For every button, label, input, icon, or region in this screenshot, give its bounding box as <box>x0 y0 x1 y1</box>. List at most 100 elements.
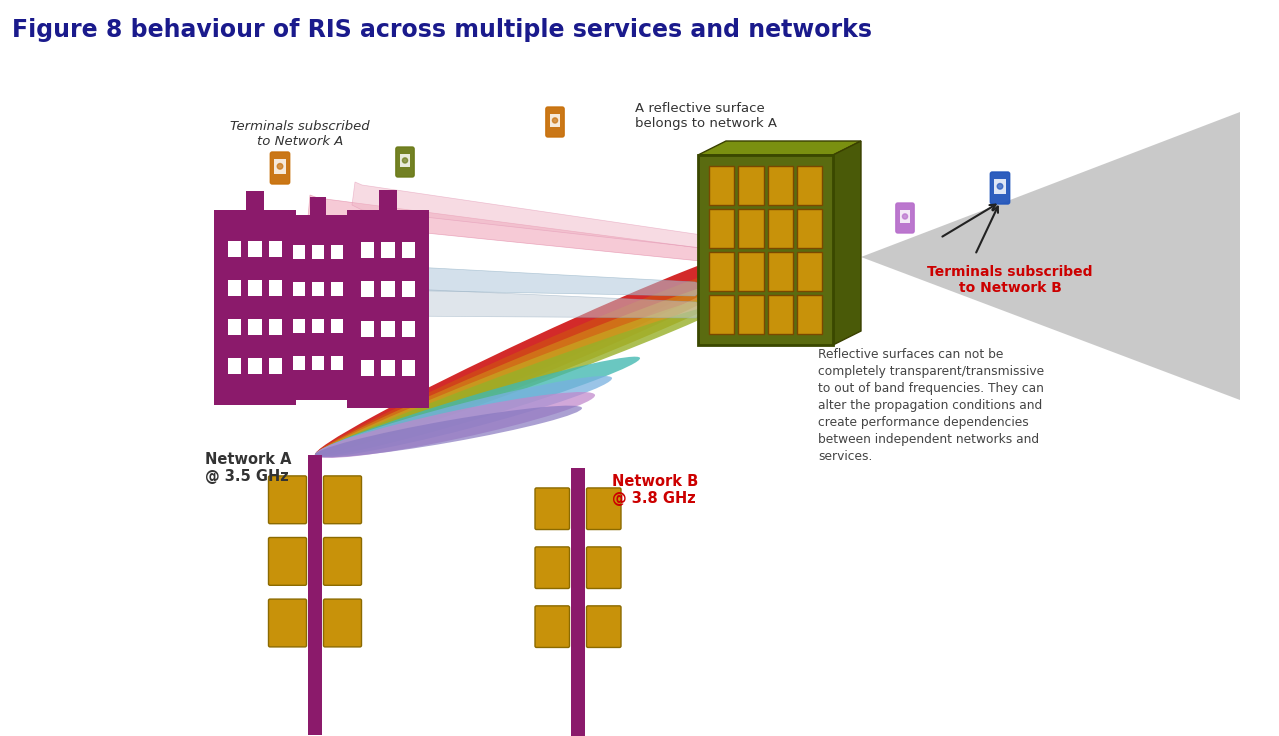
Bar <box>767 252 793 291</box>
Bar <box>293 355 306 370</box>
Bar <box>293 319 306 333</box>
Bar <box>228 241 240 257</box>
Bar <box>361 321 373 337</box>
Polygon shape <box>379 285 707 318</box>
FancyBboxPatch shape <box>990 172 1009 204</box>
Bar <box>767 295 793 334</box>
Bar <box>550 113 560 127</box>
Bar <box>361 281 373 297</box>
Text: Figure 8 behaviour of RIS across multiple services and networks: Figure 8 behaviour of RIS across multipl… <box>12 18 872 42</box>
Bar <box>767 209 793 248</box>
FancyBboxPatch shape <box>587 488 622 529</box>
Text: Network A
@ 3.5 GHz: Network A @ 3.5 GHz <box>205 452 292 484</box>
Polygon shape <box>698 141 861 155</box>
FancyBboxPatch shape <box>269 599 307 647</box>
FancyBboxPatch shape <box>269 537 307 585</box>
Bar <box>269 319 283 335</box>
Bar <box>402 321 416 337</box>
Bar <box>331 282 343 297</box>
Bar <box>308 455 322 735</box>
Bar <box>331 319 343 333</box>
Bar <box>248 280 262 296</box>
Ellipse shape <box>315 275 748 456</box>
Bar <box>709 166 734 205</box>
Bar <box>709 252 734 291</box>
FancyBboxPatch shape <box>324 476 362 524</box>
Bar <box>214 210 295 405</box>
Polygon shape <box>352 182 714 248</box>
Bar <box>312 244 324 259</box>
Bar <box>248 319 262 335</box>
Bar <box>347 210 428 408</box>
Bar <box>280 215 356 400</box>
Bar <box>379 190 396 210</box>
Bar <box>402 241 416 258</box>
Bar <box>269 241 283 257</box>
Circle shape <box>278 163 283 169</box>
Bar <box>738 209 764 248</box>
Bar <box>709 295 734 334</box>
FancyBboxPatch shape <box>395 147 414 177</box>
Bar <box>331 355 343 370</box>
Ellipse shape <box>315 376 613 457</box>
Bar <box>246 191 263 210</box>
Text: Terminals subscribed
to Network A: Terminals subscribed to Network A <box>230 120 370 148</box>
Bar <box>797 252 822 291</box>
Bar <box>361 361 373 376</box>
Bar <box>361 241 373 258</box>
FancyBboxPatch shape <box>535 606 569 648</box>
Bar <box>738 166 764 205</box>
Ellipse shape <box>315 357 640 456</box>
Polygon shape <box>861 112 1241 400</box>
FancyBboxPatch shape <box>546 107 564 137</box>
Ellipse shape <box>315 261 755 456</box>
Bar <box>269 280 283 296</box>
Ellipse shape <box>315 247 760 456</box>
FancyBboxPatch shape <box>270 152 290 184</box>
Circle shape <box>903 214 908 219</box>
Bar <box>402 361 416 376</box>
Circle shape <box>998 183 1003 189</box>
Bar <box>738 295 764 334</box>
Bar <box>381 241 394 258</box>
Bar <box>767 166 793 205</box>
Bar <box>698 155 833 345</box>
Text: Terminals subscribed
to Network B: Terminals subscribed to Network B <box>927 265 1092 295</box>
Circle shape <box>553 118 558 123</box>
FancyBboxPatch shape <box>535 547 569 589</box>
Bar <box>248 241 262 257</box>
Ellipse shape <box>315 302 732 456</box>
Bar <box>312 282 324 297</box>
Bar <box>275 159 285 174</box>
FancyBboxPatch shape <box>535 488 569 529</box>
Ellipse shape <box>315 392 595 458</box>
Ellipse shape <box>315 406 582 457</box>
Bar <box>228 358 240 374</box>
Bar <box>402 281 416 297</box>
Bar <box>995 179 1005 194</box>
Polygon shape <box>833 141 861 345</box>
Bar <box>312 319 324 333</box>
Bar <box>400 154 411 167</box>
Text: Network B
@ 3.8 GHz: Network B @ 3.8 GHz <box>611 474 698 506</box>
Bar <box>381 281 394 297</box>
FancyBboxPatch shape <box>269 476 307 524</box>
Ellipse shape <box>315 289 741 456</box>
Bar <box>248 358 262 374</box>
Bar <box>269 358 283 374</box>
Bar <box>797 209 822 248</box>
Polygon shape <box>366 262 706 296</box>
Bar <box>228 319 240 335</box>
Bar <box>293 244 306 259</box>
Text: A reflective surface
belongs to network A: A reflective surface belongs to network … <box>634 102 778 130</box>
Bar <box>312 355 324 370</box>
Bar <box>310 197 326 215</box>
Bar <box>738 252 764 291</box>
FancyBboxPatch shape <box>895 203 914 233</box>
Circle shape <box>403 158 408 163</box>
Bar <box>900 210 911 223</box>
Text: Reflective surfaces can not be
completely transparent/transmissive
to out of ban: Reflective surfaces can not be completel… <box>819 348 1044 463</box>
FancyBboxPatch shape <box>587 606 622 648</box>
Bar <box>570 468 585 736</box>
Bar <box>797 295 822 334</box>
